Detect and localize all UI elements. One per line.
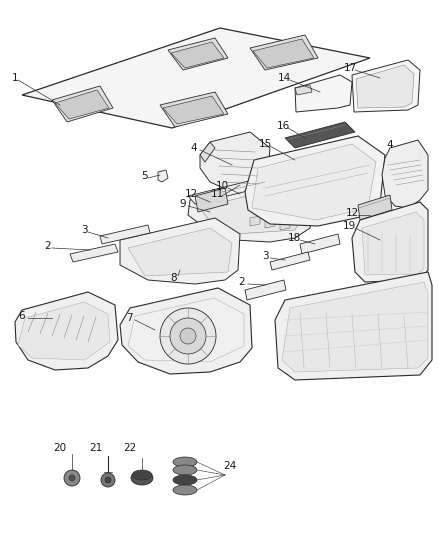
Polygon shape [295,75,352,112]
Text: 14: 14 [277,73,291,83]
Polygon shape [70,244,118,262]
Text: 21: 21 [89,443,102,453]
Text: 10: 10 [215,181,229,191]
Text: 19: 19 [343,221,356,231]
Polygon shape [282,282,428,372]
Text: 7: 7 [126,313,132,323]
Polygon shape [200,188,308,235]
Ellipse shape [173,465,197,475]
Text: 16: 16 [276,121,290,131]
Polygon shape [160,92,228,127]
Polygon shape [15,292,118,370]
Text: 3: 3 [261,251,268,261]
Text: 3: 3 [81,225,87,235]
Polygon shape [245,280,286,300]
Polygon shape [245,136,385,226]
Text: 6: 6 [19,311,25,321]
Polygon shape [352,60,420,112]
Text: 17: 17 [343,63,357,73]
Polygon shape [22,28,370,128]
Circle shape [170,318,206,354]
Text: 4: 4 [387,140,393,150]
Polygon shape [358,195,392,220]
Text: 1: 1 [12,73,18,83]
Text: 24: 24 [223,461,237,471]
Polygon shape [222,178,268,196]
Polygon shape [158,170,168,182]
Polygon shape [253,39,314,68]
Text: 11: 11 [210,189,224,199]
Polygon shape [280,220,290,230]
Polygon shape [200,142,215,162]
Ellipse shape [173,457,197,467]
Circle shape [105,477,111,483]
Polygon shape [120,218,240,284]
Text: 2: 2 [45,241,51,251]
Polygon shape [362,212,424,275]
Text: 4: 4 [191,143,197,153]
Text: 20: 20 [53,443,67,453]
Polygon shape [52,86,113,122]
Ellipse shape [132,470,152,480]
Polygon shape [168,38,228,70]
Text: 5: 5 [141,171,147,181]
Polygon shape [270,252,310,270]
Polygon shape [382,140,428,208]
Polygon shape [252,144,376,220]
Polygon shape [55,90,109,119]
Circle shape [69,475,75,481]
Text: 2: 2 [239,277,245,287]
Ellipse shape [173,485,197,495]
Polygon shape [200,132,270,190]
Ellipse shape [131,471,153,485]
Polygon shape [265,218,275,228]
Polygon shape [352,202,428,282]
Polygon shape [163,96,224,124]
Polygon shape [195,188,228,212]
Polygon shape [285,122,355,148]
Polygon shape [120,288,252,374]
Text: 18: 18 [287,233,300,243]
Polygon shape [128,228,232,276]
Ellipse shape [173,475,197,485]
Polygon shape [295,85,312,95]
Polygon shape [300,234,340,254]
Text: 15: 15 [258,139,272,149]
Text: 12: 12 [346,208,359,218]
Polygon shape [275,272,432,380]
Circle shape [160,308,216,364]
Polygon shape [188,178,318,242]
Polygon shape [18,302,110,360]
Circle shape [64,470,80,486]
Polygon shape [100,225,150,244]
Polygon shape [171,42,224,68]
Text: 9: 9 [180,199,186,209]
Polygon shape [250,216,260,226]
Circle shape [101,473,115,487]
Circle shape [180,328,196,344]
Text: 8: 8 [171,273,177,283]
Text: 12: 12 [184,189,198,199]
Polygon shape [250,35,318,70]
Text: 22: 22 [124,443,137,453]
Polygon shape [188,164,324,204]
Polygon shape [356,65,414,108]
